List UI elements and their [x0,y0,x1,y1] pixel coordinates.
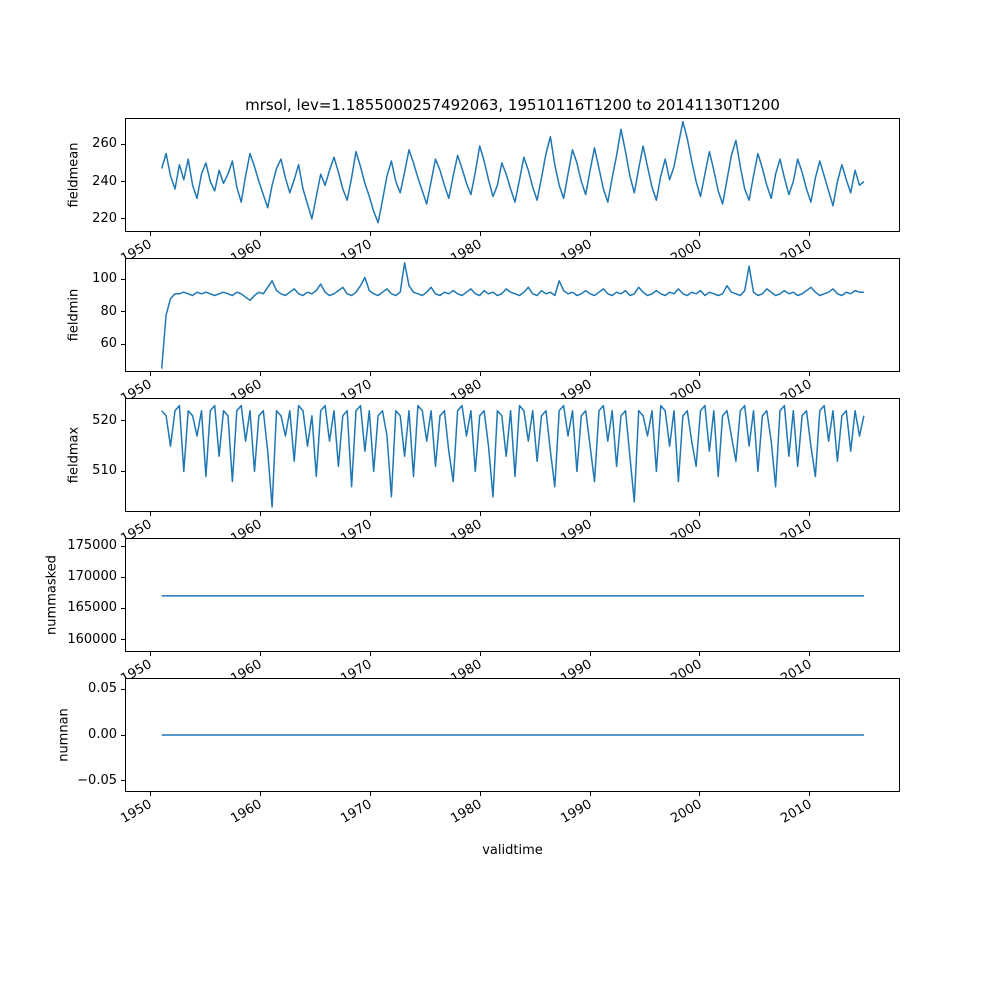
x-tick-mark [589,652,591,656]
subplot-fieldmin [125,258,900,372]
y-tick-mark [121,278,125,280]
subplot-fieldmax [125,398,900,512]
x-tick-mark [809,232,811,236]
x-tick-mark [369,652,371,656]
x-tick-mark [149,372,151,376]
y-tick-mark [121,639,125,641]
y-tick-mark [121,688,125,690]
y-tick-mark [121,420,125,422]
y-tick-label: 260 [92,136,117,152]
y-tick-mark [121,470,125,472]
y-tick-label: 0.00 [88,727,117,742]
y-tick-label: 160000 [67,631,117,647]
x-tick-mark [149,512,151,516]
y-tick-label: 240 [92,173,117,189]
y-tick-label: 0.05 [88,681,117,697]
x-axis-label: validtime [482,843,543,858]
line-plot-fieldmin [160,262,864,369]
x-tick-label: 1980 [448,797,485,827]
plot-title: mrsol, lev=1.1855000257492063, 19510116T… [245,96,780,114]
y-tick-label: 80 [100,303,117,319]
y-tick-label: 100 [92,271,117,287]
x-tick-mark [479,372,481,376]
y-tick-label: 175000 [67,538,117,554]
line-plot-nummasked [161,595,864,597]
x-tick-mark [479,512,481,516]
x-tick-mark [149,652,151,656]
y-axis-label-nummasked: nummasked [44,555,60,635]
y-tick-mark [121,343,125,345]
x-tick-label: 2000 [668,797,705,827]
x-tick-mark [809,512,811,516]
y-tick-mark [121,607,125,609]
x-tick-mark [479,792,481,796]
x-tick-label: 1970 [338,797,375,827]
x-tick-mark [699,372,701,376]
series-fieldmax [161,404,865,508]
x-tick-mark [149,792,151,796]
y-tick-label: −0.05 [77,772,117,788]
subplot-fieldmean [125,118,900,232]
x-tick-mark [259,652,261,656]
series-fieldmin [160,262,864,369]
y-tick-label: 510 [92,463,117,479]
y-tick-mark [121,311,125,313]
series-fieldmean [160,120,865,224]
x-tick-mark [589,512,591,516]
x-tick-mark [699,512,701,516]
x-tick-mark [369,512,371,516]
x-tick-mark [809,792,811,796]
y-tick-mark [121,734,125,736]
x-tick-mark [369,232,371,236]
subplot-nummasked [125,538,900,652]
y-tick-mark [121,545,125,547]
x-tick-mark [259,512,261,516]
y-tick-mark [121,181,125,183]
x-tick-mark [809,372,811,376]
x-tick-mark [149,232,151,236]
x-tick-mark [589,792,591,796]
y-tick-label: 220 [92,210,117,226]
x-tick-label: 1990 [558,797,595,827]
x-tick-label: 1960 [228,797,265,827]
x-tick-label: 2010 [778,797,815,827]
x-tick-mark [699,792,701,796]
x-tick-mark [699,652,701,656]
y-tick-label: 520 [92,412,117,428]
x-tick-mark [259,232,261,236]
x-tick-mark [699,232,701,236]
line-plot-fieldmax [161,404,865,508]
x-tick-mark [479,652,481,656]
y-tick-mark [121,780,125,782]
line-plot-numnan [161,734,864,736]
line-plot-fieldmean [160,120,865,224]
x-tick-mark [589,232,591,236]
y-tick-label: 165000 [67,600,117,616]
y-tick-label: 170000 [67,569,117,585]
x-tick-mark [369,372,371,376]
x-tick-mark [589,372,591,376]
x-tick-label: 1950 [118,797,155,827]
x-tick-mark [259,792,261,796]
x-tick-mark [259,372,261,376]
y-tick-mark [121,143,125,145]
y-tick-mark [121,576,125,578]
x-tick-mark [369,792,371,796]
y-tick-mark [121,218,125,220]
y-tick-label: 60 [100,336,117,352]
x-tick-mark [809,652,811,656]
x-tick-mark [479,232,481,236]
